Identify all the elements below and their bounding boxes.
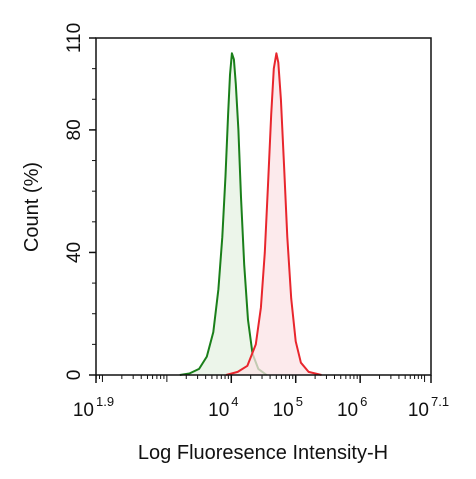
x-tick-label: 10: [408, 400, 429, 421]
series-2-line: [225, 52, 322, 376]
series-2-fill: [226, 53, 322, 376]
x-tick-label: 10: [337, 400, 358, 421]
x-tick-exponent: 5: [296, 394, 303, 409]
x-axis-title: Log Fluoresence Intensity-H: [138, 442, 388, 464]
series-1-fill: [179, 53, 267, 376]
y-axis: 0 40 80 110: [64, 23, 96, 380]
x-tick-label: 10: [273, 400, 294, 421]
y-tick-label: 80: [64, 119, 85, 140]
x-tick-label: 10: [73, 400, 94, 421]
y-tick-label: 0: [64, 370, 85, 381]
plot-frame: [95, 37, 432, 376]
x-tick-label: 10: [208, 400, 229, 421]
series-1-line: [179, 52, 268, 376]
y-tick-label: 40: [64, 242, 85, 263]
x-tick-exponent: 6: [360, 394, 367, 409]
x-tick-exponent: 4: [231, 394, 238, 409]
x-tick-exponent: 1.9: [96, 394, 114, 409]
y-axis-title: Count (%): [21, 162, 43, 252]
x-tick-exponent: 7.1: [431, 394, 449, 409]
plot-series: [179, 52, 322, 376]
y-tick-label: 110: [64, 23, 85, 53]
x-axis: 10 1.9 10 4 10 5 10 6 10 7.1: [73, 375, 449, 421]
